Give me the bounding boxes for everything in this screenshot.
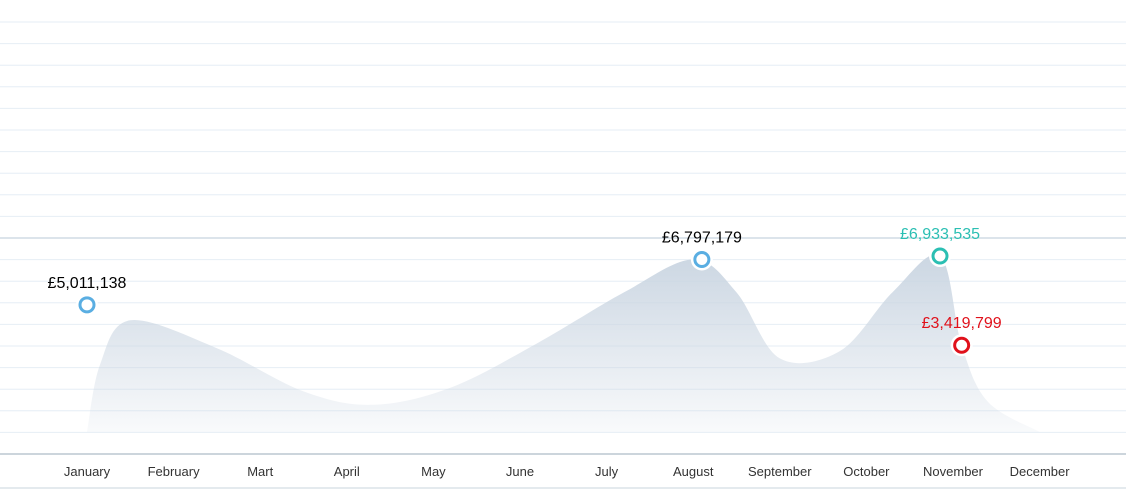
x-axis-labels: January February Mart April May June July Augus… (64, 464, 1070, 479)
x-tick-label: October (843, 464, 890, 479)
series-area (87, 254, 1040, 432)
x-tick-label: August (673, 464, 714, 479)
highlight-points: £5,011,138 £6,797,179 £6,933,535 £3,419,799 (48, 226, 1002, 357)
x-tick-label: September (748, 464, 812, 479)
highlight-point: £5,011,138 (48, 275, 127, 316)
point-marker (693, 250, 711, 268)
x-tick-label: July (595, 464, 619, 479)
x-tick-label: Mart (247, 464, 273, 479)
x-tick-label: April (334, 464, 360, 479)
data-label: £6,797,179 (662, 229, 742, 246)
data-label: £6,933,535 (900, 226, 980, 243)
highlight-point: £3,419,799 (922, 315, 1002, 357)
highlight-point: £6,933,535 (900, 226, 980, 268)
x-tick-label: January (64, 464, 111, 479)
x-tick-label: May (421, 464, 446, 479)
highlight-point: £6,797,179 (662, 229, 742, 271)
point-marker (78, 296, 96, 314)
x-tick-label: February (148, 464, 201, 479)
point-marker (953, 336, 971, 354)
x-tick-label: November (923, 464, 984, 479)
x-tick-label: December (1010, 464, 1071, 479)
x-tick-label: June (506, 464, 534, 479)
data-label: £5,011,138 (48, 275, 127, 292)
point-marker (931, 247, 949, 265)
data-label: £3,419,799 (922, 315, 1002, 332)
